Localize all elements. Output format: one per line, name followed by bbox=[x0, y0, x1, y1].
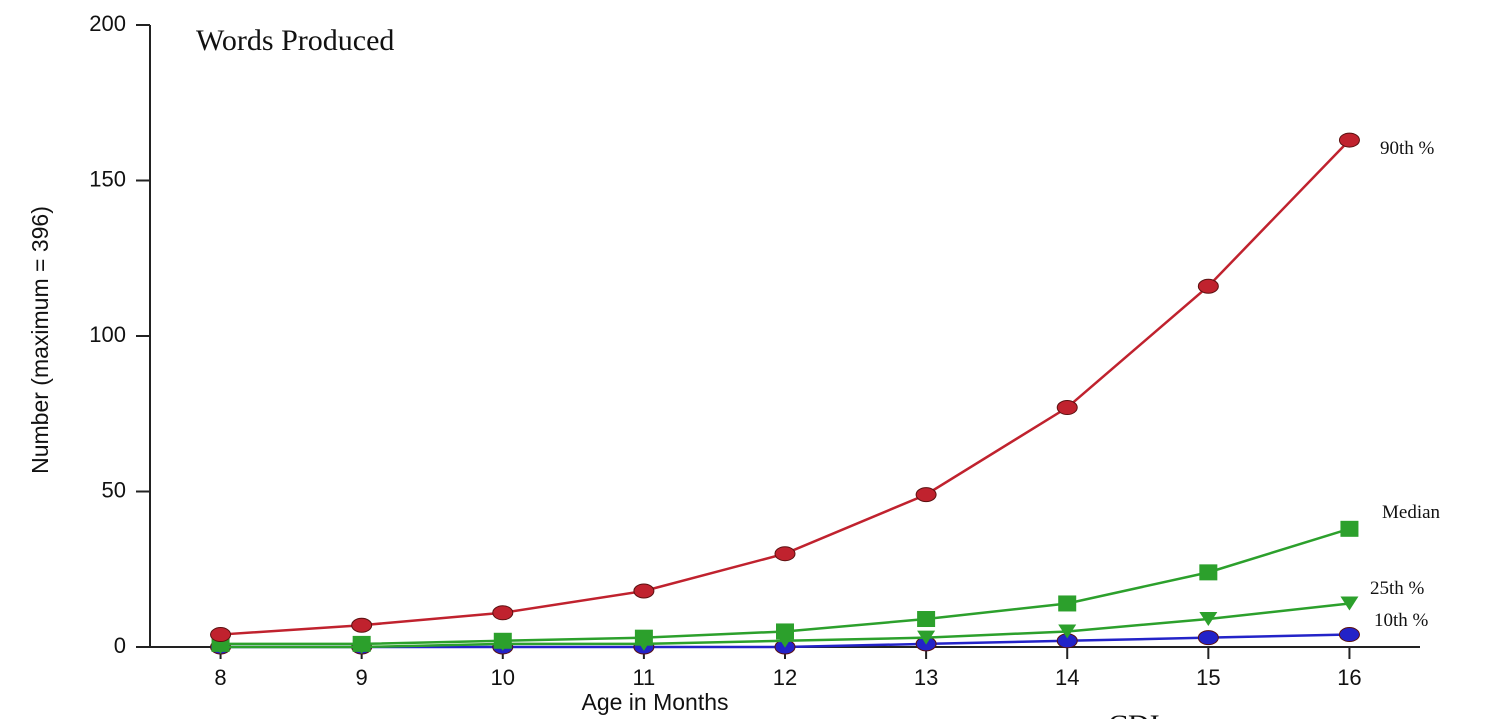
data-point bbox=[210, 627, 232, 643]
data-point bbox=[1056, 400, 1078, 416]
x-tick-label: 15 bbox=[1196, 665, 1220, 690]
series-labels: 90th % Median 25th % 10th % bbox=[1370, 138, 1441, 631]
data-point bbox=[1197, 630, 1219, 646]
data-point bbox=[1340, 520, 1359, 537]
data-point bbox=[1338, 132, 1360, 148]
data-point bbox=[1340, 596, 1359, 611]
data-point bbox=[1197, 278, 1219, 294]
data-point bbox=[1199, 564, 1218, 581]
y-tick-label: 150 bbox=[89, 166, 126, 191]
x-tick-label: 10 bbox=[491, 665, 515, 690]
y-tick-label: 200 bbox=[89, 11, 126, 36]
data-point bbox=[1338, 627, 1360, 643]
series-label: 90th % bbox=[1380, 138, 1435, 159]
footer-text: CDI bbox=[1108, 709, 1160, 719]
x-tick-label: 14 bbox=[1055, 665, 1079, 690]
y-axis-ticks: 0 50 100 150 200 bbox=[89, 11, 150, 658]
data-point bbox=[917, 630, 936, 645]
series-label: 25th % bbox=[1370, 578, 1425, 599]
y-axis-title: Number (maximum = 396) bbox=[27, 206, 53, 474]
y-tick-label: 100 bbox=[89, 322, 126, 347]
data-point bbox=[915, 487, 937, 503]
x-tick-label: 11 bbox=[632, 665, 655, 690]
data-point bbox=[634, 629, 653, 646]
x-tick-label: 16 bbox=[1337, 665, 1361, 690]
x-axis-title: Age in Months bbox=[581, 689, 728, 715]
series-label: 10th % bbox=[1374, 610, 1429, 631]
data-point bbox=[1199, 612, 1218, 627]
data-point bbox=[917, 611, 936, 628]
data-point bbox=[493, 632, 512, 649]
data-point bbox=[776, 623, 794, 640]
chart-series bbox=[210, 132, 1360, 655]
x-tick-label: 8 bbox=[214, 665, 226, 690]
series-label: Median bbox=[1382, 502, 1441, 523]
y-tick-label: 50 bbox=[102, 477, 126, 502]
y-tick-label: 0 bbox=[114, 633, 126, 658]
data-point bbox=[351, 617, 373, 633]
data-point bbox=[774, 546, 796, 562]
x-tick-label: 13 bbox=[914, 665, 938, 690]
chart-title: Words Produced bbox=[196, 24, 394, 57]
data-point bbox=[492, 605, 514, 621]
x-tick-label: 12 bbox=[773, 665, 797, 690]
data-point bbox=[352, 635, 371, 652]
x-tick-label: 9 bbox=[356, 665, 368, 690]
data-point bbox=[633, 583, 655, 599]
data-point bbox=[1058, 624, 1077, 639]
series-90th bbox=[210, 132, 1360, 643]
series-median bbox=[211, 520, 1359, 652]
data-point bbox=[1058, 595, 1077, 612]
